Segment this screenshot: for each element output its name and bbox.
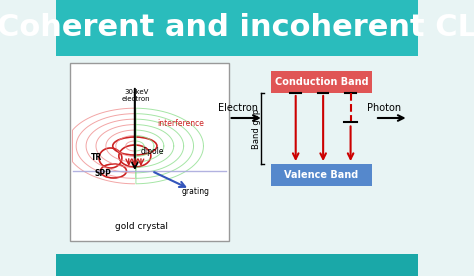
Text: grating: grating [182,187,210,197]
FancyBboxPatch shape [70,63,228,241]
FancyBboxPatch shape [271,164,372,186]
FancyBboxPatch shape [271,71,372,93]
Text: Photon: Photon [367,103,401,113]
Text: Electron: Electron [218,103,258,113]
Text: Conduction Band: Conduction Band [275,77,368,87]
FancyBboxPatch shape [56,254,418,276]
Text: dipole: dipole [141,147,164,155]
FancyBboxPatch shape [56,0,418,56]
Text: Band gap: Band gap [252,108,261,148]
Text: 30-keV
electron: 30-keV electron [122,89,151,102]
Text: gold crystal: gold crystal [115,222,168,231]
Text: TR: TR [91,153,102,161]
Text: SPP: SPP [94,169,111,179]
Text: interference: interference [158,118,205,128]
Text: Coherent and incoherent CL: Coherent and incoherent CL [0,14,474,43]
Text: Valence Band: Valence Band [284,170,359,180]
